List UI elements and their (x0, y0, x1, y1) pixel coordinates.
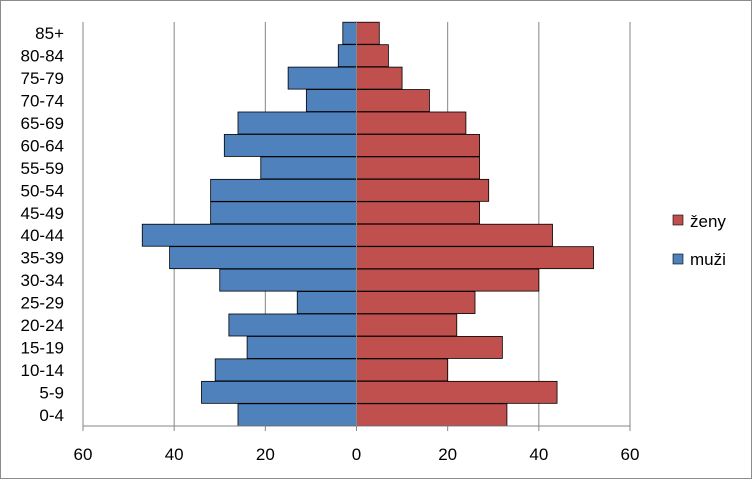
bar-zeny-70-74 (356, 89, 430, 112)
legend-item-zeny: ženy (672, 212, 726, 231)
bar-zeny-55-59 (356, 156, 480, 180)
bars (141, 21, 594, 427)
bar-muzi-50-54 (210, 178, 357, 202)
bar-muzi-20-24 (228, 313, 357, 337)
legend-item-muzi: muži (672, 250, 726, 269)
bar-zeny-20-24 (356, 313, 458, 337)
bar-muzi-5-9 (201, 380, 357, 404)
x-axis: 60 40 20 0 20 40 60 (74, 425, 640, 464)
y-tick-label: 45-49 (21, 204, 64, 223)
bar-zeny-5-9 (356, 380, 558, 404)
legend-swatch-zeny (672, 214, 684, 226)
y-tick-label: 80-84 (21, 47, 64, 66)
y-tick-label: 30-34 (21, 271, 64, 290)
legend-swatch-muzi (672, 253, 684, 265)
bar-muzi-10-14 (214, 358, 357, 382)
y-tick-label: 50-54 (21, 181, 64, 200)
bar-zeny-10-14 (356, 358, 449, 382)
y-tick-label: 70-74 (21, 92, 64, 111)
legend-label-zeny: ženy (690, 212, 726, 231)
bar-zeny-75-79 (356, 66, 403, 90)
y-tick-label: 75-79 (21, 69, 64, 88)
bar-muzi-55-59 (260, 156, 357, 180)
bar-zeny-25-29 (356, 291, 476, 314)
bar-muzi-80-84 (337, 44, 357, 68)
x-tick-label: 40 (529, 445, 548, 464)
bar-muzi-85+ (342, 21, 357, 45)
bar-zeny-85+ (356, 21, 380, 45)
x-tick-label: 60 (74, 445, 93, 464)
y-tick-label: 10-14 (21, 361, 64, 380)
bar-zeny-0-4 (356, 403, 508, 427)
bar-zeny-65-69 (356, 111, 467, 135)
bar-zeny-40-44 (356, 223, 553, 247)
bar-muzi-65-69 (237, 111, 357, 135)
bar-muzi-0-4 (237, 403, 357, 427)
bar-muzi-75-79 (287, 66, 357, 90)
bar-muzi-35-39 (169, 246, 357, 270)
bar-muzi-40-44 (141, 223, 357, 247)
y-tick-label: 60-64 (21, 136, 64, 155)
bar-zeny-80-84 (356, 44, 389, 68)
x-tick-label: 60 (621, 445, 640, 464)
y-tick-label: 40-44 (21, 226, 64, 245)
x-tick-label: 0 (352, 445, 361, 464)
y-tick-label: 5-9 (39, 383, 64, 402)
bar-muzi-15-19 (246, 336, 357, 359)
bar-muzi-25-29 (296, 291, 357, 314)
legend: ženy muži (672, 212, 726, 269)
bar-muzi-70-74 (305, 89, 357, 112)
x-tick-label: 20 (438, 445, 457, 464)
y-tick-label: 20-24 (21, 316, 64, 335)
y-tick-label: 0-4 (39, 406, 64, 425)
y-tick-label: 65-69 (21, 114, 64, 133)
y-tick-label: 15-19 (21, 338, 64, 357)
bar-zeny-45-49 (356, 201, 480, 225)
legend-label-muzi: muži (690, 250, 726, 269)
bar-zeny-60-64 (356, 134, 480, 157)
x-tick-label: 20 (256, 445, 275, 464)
bar-muzi-60-64 (223, 134, 357, 157)
y-tick-label: 85+ (35, 24, 64, 43)
bar-zeny-15-19 (356, 336, 503, 359)
y-tick-label: 35-39 (21, 249, 64, 268)
y-tick-label: 55-59 (21, 159, 64, 178)
y-axis: 0-4 5-9 10-14 15-19 20-24 25-29 30-34 35-39 40-4… (21, 22, 357, 426)
bar-muzi-45-49 (210, 201, 357, 225)
bar-zeny-30-34 (356, 268, 540, 292)
y-tick-label: 25-29 (21, 294, 64, 313)
bar-zeny-50-54 (356, 178, 490, 202)
bar-zeny-35-39 (356, 246, 594, 270)
bar-muzi-30-34 (219, 268, 357, 292)
x-tick-label: 40 (165, 445, 184, 464)
